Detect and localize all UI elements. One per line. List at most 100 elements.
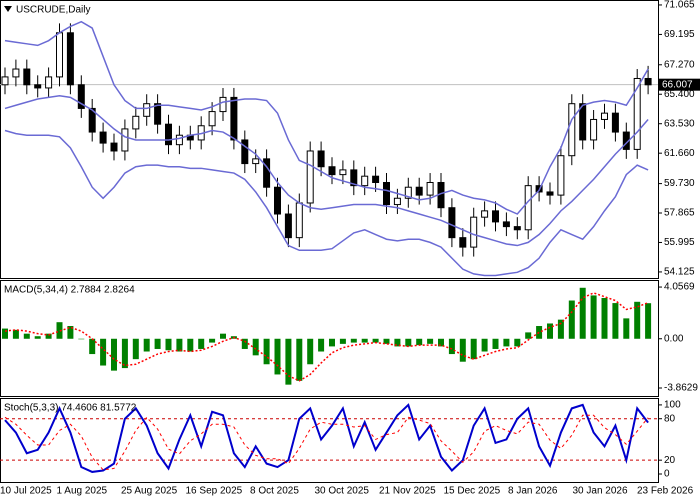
x-tick-label: 25 Aug 2025 [121, 486, 178, 497]
x-tick-label: 21 Nov 2025 [379, 486, 436, 497]
candle-body [34, 84, 42, 89]
candle-body [56, 32, 63, 78]
macd-bar [492, 338, 499, 349]
macd-bar [645, 303, 652, 339]
x-tick-label: 10 Jul 2025 [0, 486, 52, 497]
macd-bar [459, 338, 466, 362]
candle-body [459, 237, 467, 248]
candle-body [132, 115, 140, 130]
macd-bar [481, 338, 488, 352]
candle-body [361, 175, 369, 187]
macd-bar [318, 338, 325, 352]
candle-body [45, 76, 53, 89]
candle-body [492, 210, 499, 223]
macd-bar [623, 318, 630, 339]
candle-body [470, 216, 478, 248]
candle-body [513, 226, 521, 231]
macd-bar [503, 338, 510, 347]
macd-bar [100, 338, 107, 366]
macd-bar [372, 338, 379, 343]
x-tick-label: 15 Dec 2025 [444, 486, 501, 497]
y-tick-label: 0 [664, 469, 670, 480]
x-tick-label: 8 Oct 2025 [250, 486, 299, 497]
y-tick-label: 54.125 [664, 267, 695, 278]
bollinger-band [4, 129, 649, 277]
candle-body [154, 103, 162, 125]
candle-body [12, 68, 20, 78]
macd-bar [590, 295, 597, 339]
macd-bar [121, 338, 128, 369]
candle-body [143, 103, 151, 117]
macd-bar [307, 338, 314, 365]
candle-body [328, 166, 336, 176]
y-tick-label: 59.730 [664, 178, 695, 189]
candle-body [77, 84, 85, 109]
y-tick-label: 67.270 [664, 59, 695, 70]
macd-bar [34, 336, 41, 339]
macd-bar [220, 333, 226, 339]
macd-bar [547, 323, 553, 339]
macd-bar [383, 338, 390, 344]
candle-body [88, 107, 96, 133]
candle-body [404, 186, 412, 199]
last-price-label: 66.007 [662, 79, 693, 90]
macd-bar [448, 338, 455, 355]
macd-bar [612, 303, 619, 339]
macd-bar [67, 326, 74, 339]
macd-bar [285, 338, 292, 385]
candle-body [230, 96, 238, 141]
candle-body [274, 186, 281, 215]
macd-bar [198, 338, 205, 349]
macd-bar [209, 338, 216, 343]
candle-body [590, 118, 598, 141]
panel-title: MACD(5,34,4) 2.7884 2.8264 [4, 285, 135, 296]
macd-bar [514, 338, 521, 347]
macd-bar [263, 338, 270, 365]
macd-bar [329, 338, 335, 347]
candle-body [317, 150, 325, 168]
stoch-line [4, 403, 649, 473]
macd-bar [143, 338, 150, 352]
macd-bar [350, 338, 357, 343]
candle-body [284, 213, 292, 239]
y-tick-label: 0.00 [664, 333, 684, 344]
candle-body [568, 103, 576, 157]
macd-bar [427, 338, 434, 344]
candle-body [121, 128, 129, 152]
macd-bar [187, 338, 194, 352]
macd-bar [165, 338, 172, 351]
candle-body [66, 32, 74, 86]
macd-bar [274, 338, 281, 375]
candle-body [448, 207, 456, 239]
macd-bar [601, 297, 608, 339]
macd-bar [438, 338, 444, 347]
macd-bar [45, 333, 52, 339]
candle-body [110, 142, 118, 152]
candle-body [372, 175, 380, 183]
x-tick-label: 16 Sep 2025 [186, 486, 243, 497]
x-tick-label: 1 Aug 2025 [57, 486, 108, 497]
candle-body [241, 139, 249, 165]
x-tick-label: 30 Oct 2025 [315, 486, 370, 497]
macd-bar [568, 300, 575, 339]
macd-bar [394, 338, 401, 347]
bollinger-band [4, 95, 649, 247]
candle-body [306, 150, 314, 204]
candle-body [208, 111, 216, 127]
macd-bar [23, 333, 30, 339]
macd-bar [579, 287, 586, 339]
macd-bar [176, 338, 183, 352]
menu-arrow[interactable] [4, 6, 12, 12]
candle-body [175, 134, 183, 146]
candle-body [579, 103, 587, 141]
macd-bar [470, 338, 477, 360]
candle-body [383, 181, 390, 206]
macd-bar [89, 338, 96, 355]
macd-bar [252, 338, 259, 356]
y-tick-label: 57.865 [664, 208, 695, 219]
macd-bar [56, 322, 63, 339]
panel-title: Stoch(5,3,3) 74.4606 81.5772 [4, 403, 137, 414]
candle-body [633, 77, 641, 150]
